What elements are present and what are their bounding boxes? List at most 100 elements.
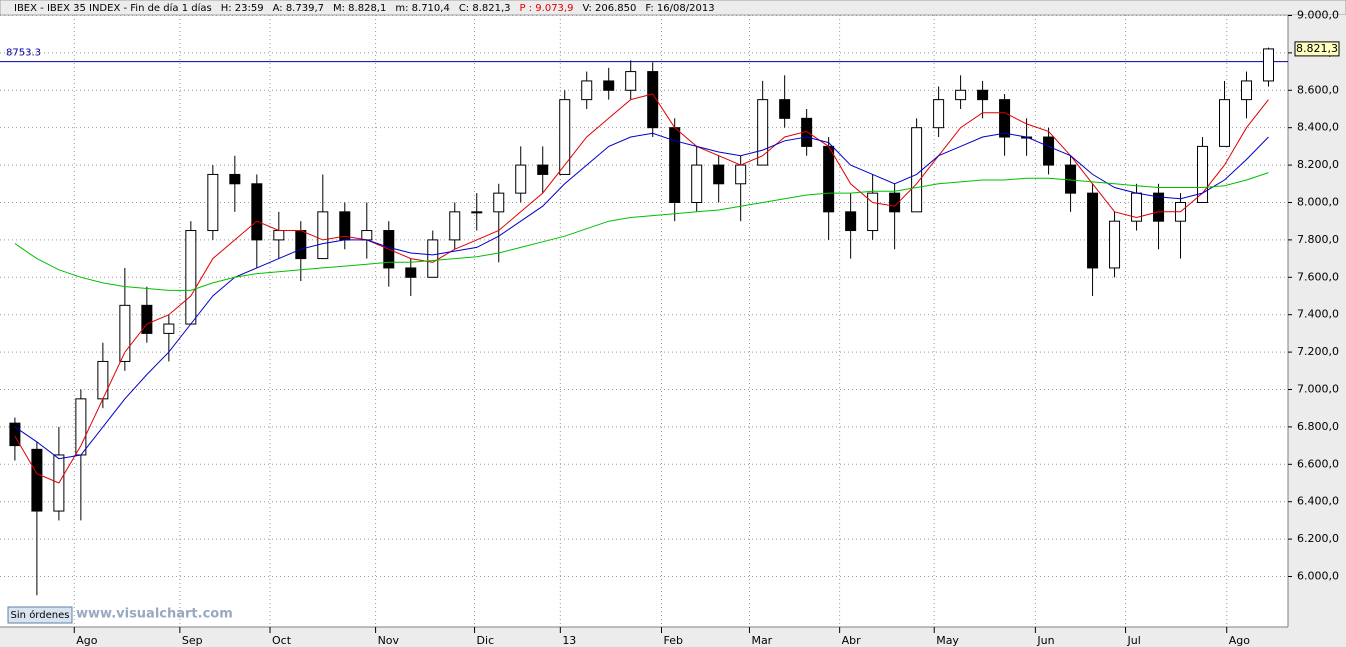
x-tick-label: Nov <box>378 634 400 647</box>
y-tick-label: 6.000,0 <box>1297 570 1339 583</box>
header-low: m: 8.710,4 <box>395 3 449 14</box>
y-tick-label: 7.800,0 <box>1297 233 1339 246</box>
candle-body <box>97 360 109 400</box>
y-tick-label: 7.200,0 <box>1297 345 1339 358</box>
watermark: www.visualchart.com <box>76 607 233 622</box>
candle-body <box>9 422 21 447</box>
candle-body <box>647 71 659 129</box>
x-tick-label: Sep <box>182 634 203 647</box>
y-tick-label: 7.000,0 <box>1297 382 1339 395</box>
x-tick-label: Oct <box>272 634 292 647</box>
candle-body <box>581 80 593 101</box>
candle-body <box>229 173 241 185</box>
candle-body <box>955 89 967 101</box>
candle-body <box>493 192 505 213</box>
candle-body <box>889 192 901 213</box>
candle-body <box>1219 99 1231 147</box>
candle-body <box>185 230 197 325</box>
y-tick-label: 7.400,0 <box>1297 308 1339 321</box>
orders-button[interactable] <box>7 606 73 624</box>
candle-body <box>713 164 725 185</box>
candle-body <box>1043 136 1055 166</box>
candle-body <box>1087 192 1099 269</box>
candle-body <box>999 99 1011 138</box>
candle-body <box>141 304 153 334</box>
orders-button-label[interactable]: Sin órdenes <box>11 609 70 621</box>
y-tick-label: 6.200,0 <box>1297 532 1339 545</box>
y-tick-label: 8.400,0 <box>1297 121 1339 134</box>
moving-average <box>14 172 1269 291</box>
candle-body <box>1197 145 1209 203</box>
candle-body <box>559 99 571 175</box>
y-tick-label: 6.800,0 <box>1297 420 1339 433</box>
candle-body <box>273 230 285 241</box>
x-tick-label: Jul <box>1127 634 1141 647</box>
x-tick-label: Ago <box>1229 634 1251 647</box>
header-name: IBEX - IBEX 35 INDEX - Fin de día 1 días <box>14 2 212 14</box>
candle-body <box>977 89 989 101</box>
y-tick-label: 8.000,0 <box>1297 195 1339 208</box>
candle-body <box>119 304 131 362</box>
candle-body <box>933 99 945 129</box>
candle-body <box>31 448 43 512</box>
plot <box>0 15 1288 627</box>
last-price-label: 8.821,3 <box>1296 42 1338 55</box>
candle-body <box>845 211 857 232</box>
candle-body <box>823 145 835 213</box>
last-price-box <box>1294 41 1340 57</box>
y-tick-label: 6.600,0 <box>1297 457 1339 470</box>
candle-body <box>1263 48 1275 82</box>
candle-body <box>427 239 439 278</box>
x-tick-label: Abr <box>842 634 862 647</box>
candle-body <box>625 71 637 91</box>
x-tick-label: Ago <box>76 634 98 647</box>
x-tick-label: May <box>936 634 959 647</box>
x-tick-label: 13 <box>562 634 576 647</box>
header-point: P : 9.073,9 <box>520 3 574 14</box>
header-close: C: 8.821,3 <box>459 3 511 14</box>
y-tick-label: 7.600,0 <box>1297 270 1339 283</box>
candle-body <box>317 211 329 260</box>
x-tick-label: Mar <box>751 634 772 647</box>
reference-label: 8753.3 <box>6 48 41 59</box>
moving-average <box>14 93 1269 484</box>
candle-body <box>163 323 175 334</box>
x-tick-label: Jun <box>1036 634 1054 647</box>
candle-body <box>471 211 483 214</box>
candle-body <box>867 192 879 232</box>
candle-body <box>251 183 263 241</box>
candle-body <box>735 164 747 185</box>
x-axis-panel <box>0 627 1346 647</box>
header-date: F: 16/08/2013 <box>645 3 714 14</box>
header-high: M: 8.828,1 <box>333 3 386 14</box>
candle-body <box>1065 164 1077 194</box>
x-tick-label: Dic <box>477 634 495 647</box>
candle-body <box>537 164 549 175</box>
candle-body <box>1109 220 1121 269</box>
y-axis-panel <box>1288 15 1346 647</box>
x-tick-label: Feb <box>663 634 682 647</box>
candle-body <box>603 80 615 91</box>
candle-body <box>361 230 373 241</box>
candle-body <box>779 99 791 119</box>
candle-body <box>295 230 307 260</box>
candle-body <box>339 211 351 241</box>
candle-body <box>691 164 703 203</box>
candle-body <box>405 267 417 278</box>
candle-body <box>1153 192 1165 222</box>
y-tick-label: 6.400,0 <box>1297 495 1339 508</box>
candle-body <box>449 211 461 241</box>
y-tick-label: 8.600,0 <box>1297 83 1339 96</box>
y-tick-label: 9.000,0 <box>1297 8 1339 21</box>
header-volume: V: 206.850 <box>582 3 636 14</box>
candle-body <box>515 164 527 194</box>
moving-average <box>14 132 1269 460</box>
candle-body <box>911 127 923 213</box>
candle-body <box>757 99 769 166</box>
candle-body <box>669 127 681 203</box>
candle-body <box>1241 80 1253 101</box>
header-hour: H: 23:59 <box>221 3 264 14</box>
candle-body <box>207 173 219 232</box>
